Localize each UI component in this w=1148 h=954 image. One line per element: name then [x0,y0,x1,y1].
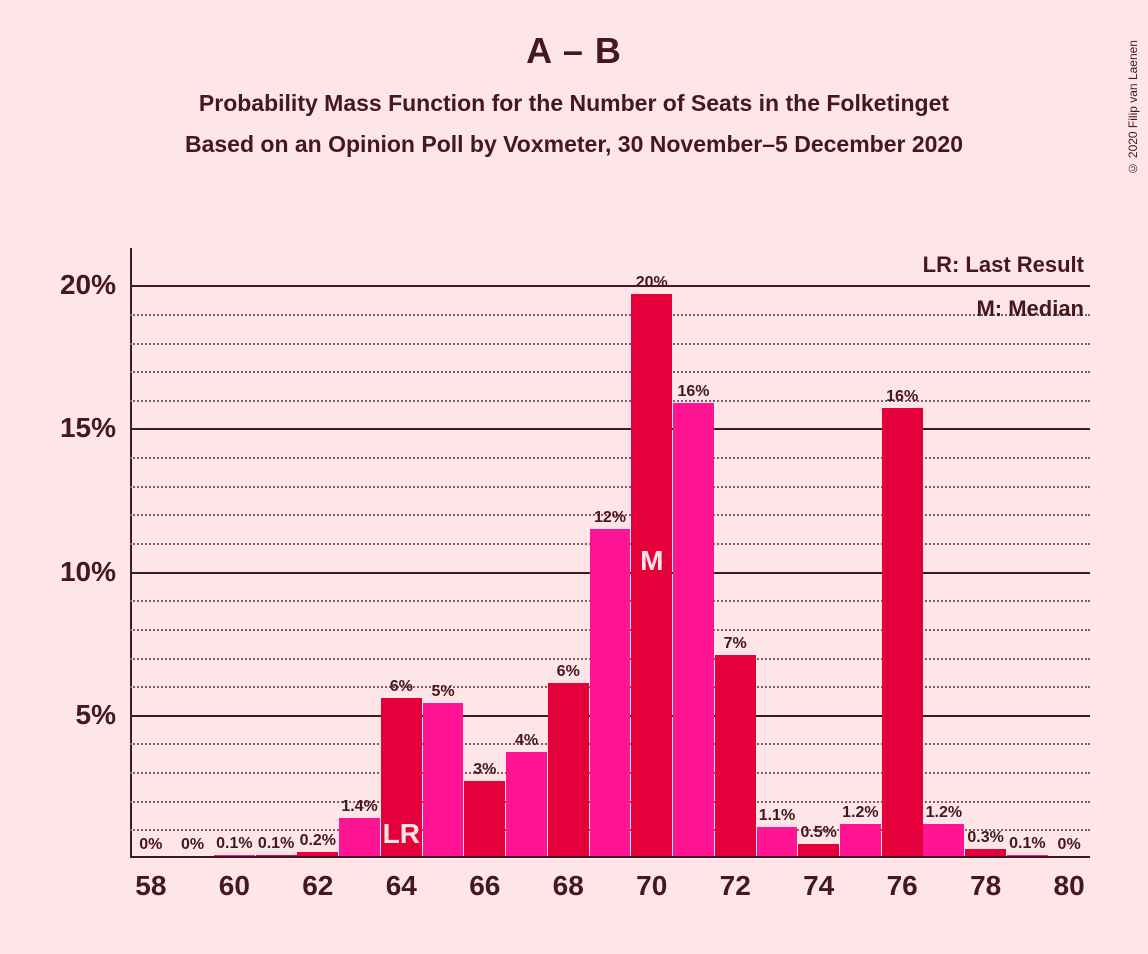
x-tick-label: 68 [553,870,584,902]
legend-last-result: LR: Last Result [923,252,1084,278]
bar-value-label: 20% [636,274,668,292]
bar: 16% [882,408,923,856]
x-tick-label: 76 [887,870,918,902]
x-tick-label: 70 [636,870,667,902]
bar: 16% [673,403,714,856]
chart-subtitle-1: Probability Mass Function for the Number… [0,90,1148,117]
bar-value-label: 6% [390,678,413,696]
bar-value-label: 3% [473,761,496,779]
bar-value-label: 0.1% [1009,835,1045,853]
bar: 0.1% [214,855,255,856]
bar-value-label: 0.5% [800,824,836,842]
y-axis-line [130,248,132,858]
bar-value-label: 1.2% [842,804,878,822]
bar: 0.1% [256,855,297,856]
x-tick-label: 72 [720,870,751,902]
bar-value-label: 1.4% [341,798,377,816]
bar-value-label: 5% [431,683,454,701]
copyright-text: © 2020 Filip van Laenen [1126,40,1140,175]
bar: 1.2% [840,824,881,856]
last-result-marker: LR [383,818,420,850]
gridline-minor [130,371,1090,373]
x-tick-label: 78 [970,870,1001,902]
bar: 7% [715,655,756,856]
gridline-minor [130,343,1090,345]
bar-value-label: 16% [677,383,709,401]
chart-title: A – B [0,30,1148,72]
bar-value-label: 1.1% [759,807,795,825]
bar: 12% [590,529,631,856]
bar-value-label: 0.1% [216,835,252,853]
bar: 0.5% [798,844,839,856]
chart-subtitle-2: Based on an Opinion Poll by Voxmeter, 30… [0,131,1148,158]
gridline-major [130,285,1090,287]
gridline-major [130,428,1090,430]
x-tick-label: 74 [803,870,834,902]
x-tick-label: 64 [386,870,417,902]
bar: 0.3% [965,849,1006,856]
gridline-minor [130,486,1090,488]
bar: 1.2% [923,824,964,856]
gridline-minor [130,400,1090,402]
x-tick-label: 58 [135,870,166,902]
legend-median: M: Median [976,296,1084,322]
y-tick-label: 10% [60,556,116,588]
median-marker: M [640,545,663,577]
bar-value-label: 0.3% [967,829,1003,847]
x-tick-label: 80 [1054,870,1085,902]
bar-value-label: 4% [515,732,538,750]
x-axis-line [130,856,1090,858]
bar-value-label: 12% [594,509,626,527]
bar-value-label: 0.2% [300,832,336,850]
y-tick-label: 5% [76,699,116,731]
bar: 4% [506,752,547,856]
bar-value-label: 0% [139,836,162,854]
y-tick-label: 15% [60,412,116,444]
gridline-minor [130,314,1090,316]
bar-value-label: 6% [557,663,580,681]
bar: 1.1% [757,827,798,857]
bar-value-label: 0.1% [258,835,294,853]
x-tick-label: 62 [302,870,333,902]
bar: 0.1% [1007,855,1048,856]
bar-value-label: 1.2% [926,804,962,822]
bar-value-label: 0% [1058,836,1081,854]
gridline-minor [130,457,1090,459]
bar: 6% [548,683,589,856]
bar-value-label: 7% [724,635,747,653]
x-tick-label: 66 [469,870,500,902]
y-tick-label: 20% [60,269,116,301]
bar: 1.4% [339,818,380,856]
bar: 0.2% [297,852,338,856]
bar: 3% [464,781,505,856]
chart-plot-area: 5%10%15%20%5860626466687072747678800%0%0… [130,248,1090,858]
bar-value-label: 0% [181,836,204,854]
bar-value-label: 16% [886,388,918,406]
x-tick-label: 60 [219,870,250,902]
bar: 5% [423,703,464,856]
